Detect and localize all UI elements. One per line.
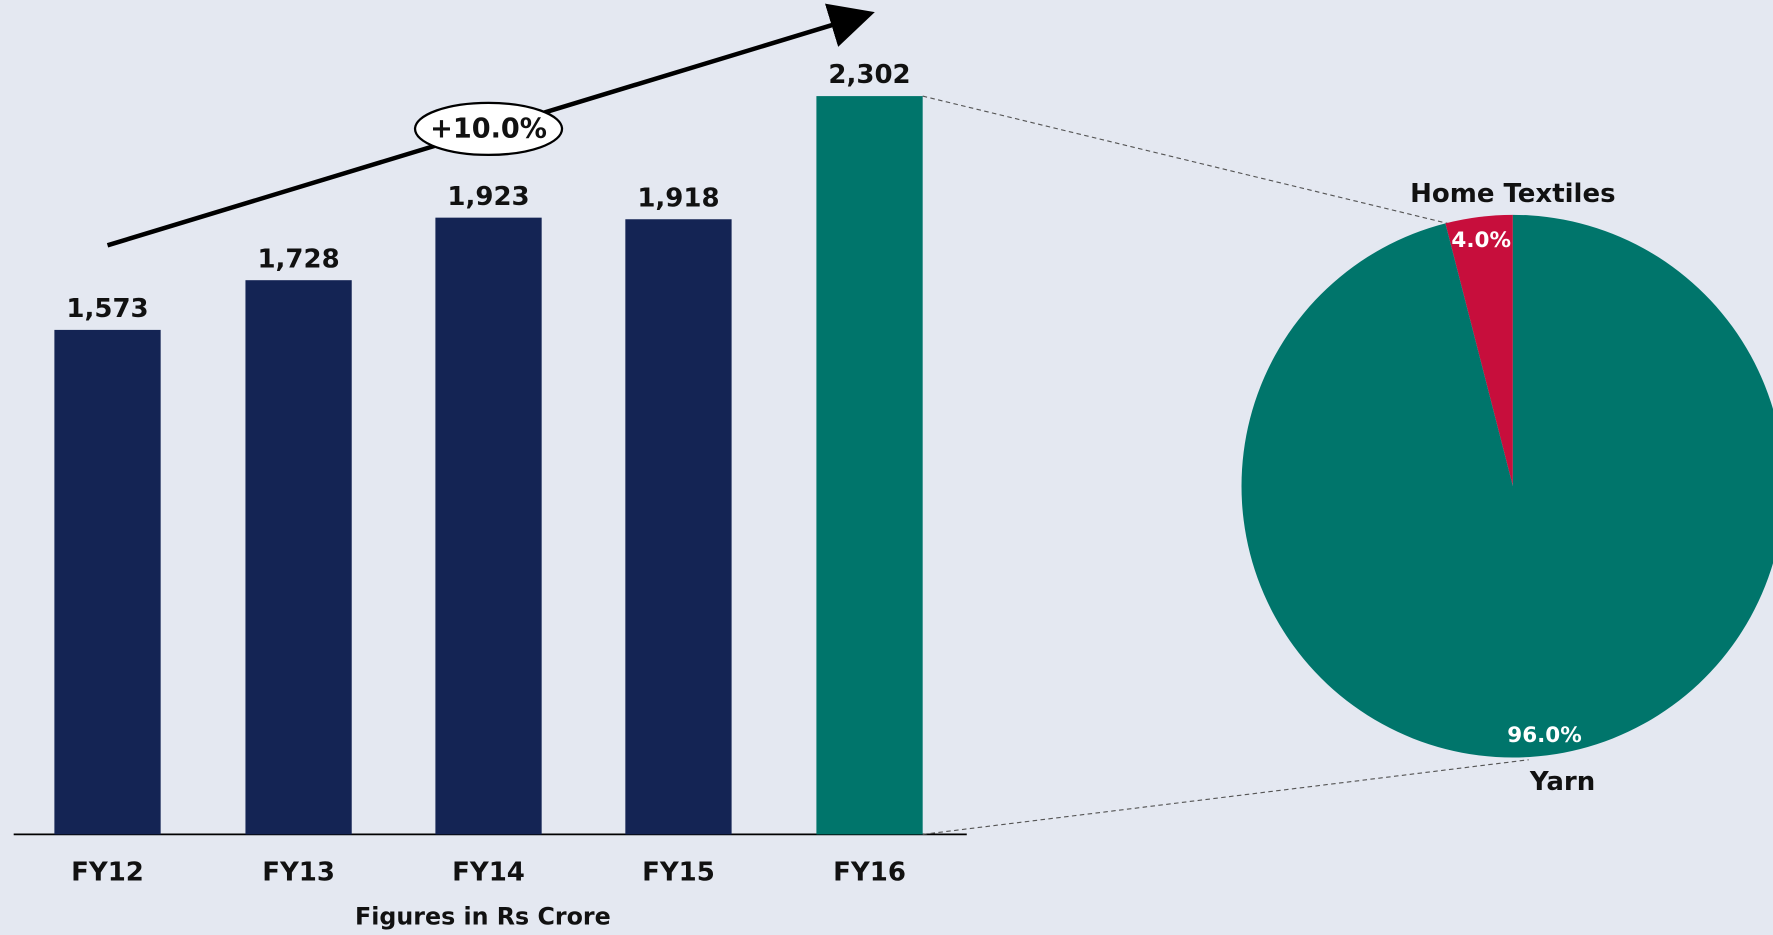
data-label: 1,728 bbox=[257, 244, 339, 274]
connector bbox=[922, 759, 1529, 835]
x-tick-label: FY13 bbox=[262, 857, 335, 887]
data-label: 2,302 bbox=[828, 60, 910, 90]
data-label: 1,918 bbox=[637, 183, 719, 213]
x-tick-label: FY15 bbox=[642, 857, 715, 887]
slice-value: 4.0% bbox=[1451, 228, 1511, 253]
bar bbox=[54, 329, 161, 835]
pie-slice bbox=[1445, 214, 1513, 487]
x-tick-label: FY16 bbox=[833, 857, 906, 887]
x-tick-label: FY14 bbox=[452, 857, 525, 887]
data-label: 1,923 bbox=[447, 182, 529, 212]
connector bbox=[922, 95, 1450, 225]
bar bbox=[625, 219, 732, 835]
slice-label: Yarn bbox=[1529, 767, 1595, 797]
growth-badge bbox=[413, 101, 564, 157]
x-tick-label: FY12 bbox=[71, 857, 144, 887]
slice-label: Home Textiles bbox=[1410, 179, 1615, 209]
bar bbox=[435, 217, 542, 835]
growth-annotation: +10.0% bbox=[430, 114, 547, 145]
bar bbox=[816, 96, 923, 835]
bar bbox=[245, 280, 352, 835]
x-axis-label: Figures in Rs Crore bbox=[355, 903, 611, 931]
data-label: 1,573 bbox=[66, 294, 148, 324]
pie-slice bbox=[1241, 214, 1773, 758]
slice-value: 96.0% bbox=[1507, 723, 1581, 748]
